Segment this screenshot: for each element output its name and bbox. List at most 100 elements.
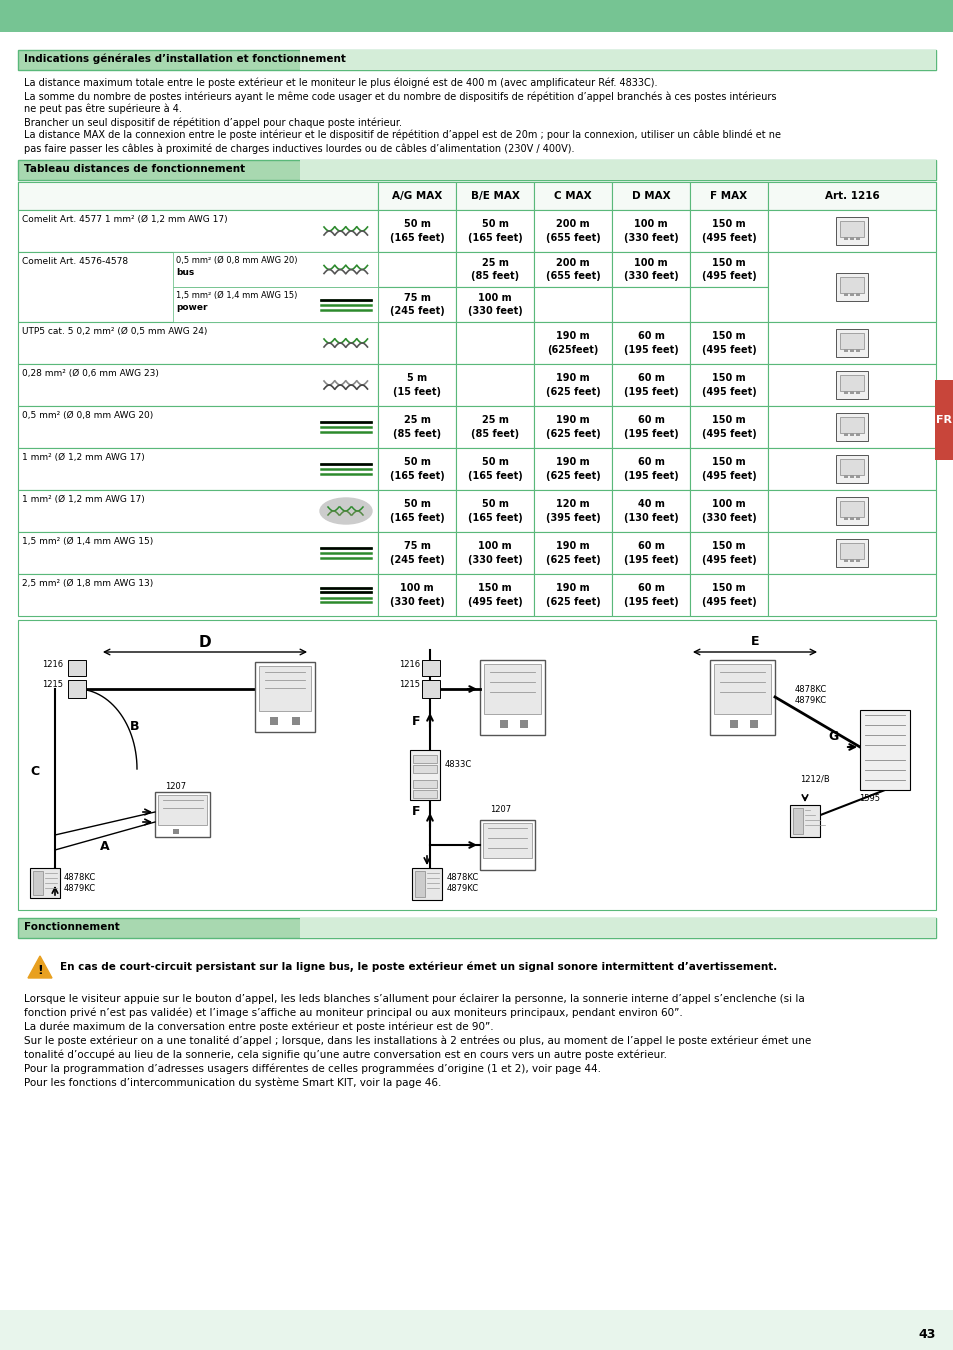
Text: 60 m
(195 feet): 60 m (195 feet) xyxy=(623,458,678,481)
Bar xyxy=(18,323,377,364)
Bar xyxy=(840,277,863,293)
Bar xyxy=(456,364,534,406)
Text: 120 m
(395 feet): 120 m (395 feet) xyxy=(545,500,599,522)
Bar xyxy=(534,406,612,448)
Text: 1595: 1595 xyxy=(859,794,880,803)
Bar xyxy=(835,371,867,400)
Bar xyxy=(33,871,43,895)
Bar xyxy=(534,252,612,288)
Bar xyxy=(729,720,738,728)
Bar xyxy=(612,182,689,211)
Text: Art. 1216: Art. 1216 xyxy=(823,190,879,201)
Bar xyxy=(855,238,859,240)
Bar xyxy=(855,293,859,296)
Text: 2,5 mm² (Ø 1,8 mm AWG 13): 2,5 mm² (Ø 1,8 mm AWG 13) xyxy=(22,579,153,589)
Text: 1 mm² (Ø 1,2 mm AWG 17): 1 mm² (Ø 1,2 mm AWG 17) xyxy=(22,454,145,462)
Bar xyxy=(767,323,935,364)
Bar xyxy=(767,574,935,616)
Text: Brancher un seul dispositif de répétition d’appel pour chaque poste intérieur.: Brancher un seul dispositif de répétitio… xyxy=(24,117,401,127)
Text: La distance MAX de la connexion entre le poste intérieur et le dispositif de rép: La distance MAX de la connexion entre le… xyxy=(24,130,781,140)
Bar xyxy=(18,574,377,616)
Text: 60 m
(195 feet): 60 m (195 feet) xyxy=(623,583,678,606)
Bar xyxy=(18,252,377,323)
Bar xyxy=(849,293,853,296)
Bar xyxy=(840,417,863,433)
Text: !: ! xyxy=(37,964,43,977)
Text: D: D xyxy=(198,634,212,649)
Text: 150 m
(495 feet): 150 m (495 feet) xyxy=(700,331,756,355)
Text: 190 m
(625 feet): 190 m (625 feet) xyxy=(545,541,599,564)
Text: 150 m
(495 feet): 150 m (495 feet) xyxy=(700,458,756,481)
Text: 150 m
(495 feet): 150 m (495 feet) xyxy=(700,416,756,439)
Text: 100 m
(330 feet): 100 m (330 feet) xyxy=(467,541,522,564)
Bar xyxy=(767,532,935,574)
Bar xyxy=(68,680,86,698)
Bar xyxy=(18,161,935,180)
Bar xyxy=(849,350,853,352)
Bar xyxy=(840,459,863,475)
Bar xyxy=(849,392,853,394)
Text: 40 m
(130 feet): 40 m (130 feet) xyxy=(623,500,678,522)
Bar xyxy=(412,868,441,900)
Text: power: power xyxy=(175,302,208,312)
Bar xyxy=(767,490,935,532)
Text: 190 m
(625feet): 190 m (625feet) xyxy=(547,331,598,355)
Bar xyxy=(612,323,689,364)
Bar xyxy=(792,809,802,834)
Text: Pour la programmation d’adresses usagers différentes de celles programmées d’ori: Pour la programmation d’adresses usagers… xyxy=(24,1064,600,1075)
Bar xyxy=(689,288,767,323)
Text: 25 m
(85 feet): 25 m (85 feet) xyxy=(393,416,440,439)
Text: 60 m
(195 feet): 60 m (195 feet) xyxy=(623,331,678,355)
Text: 0,5 mm² (Ø 0,8 mm AWG 20): 0,5 mm² (Ø 0,8 mm AWG 20) xyxy=(175,256,297,265)
Bar xyxy=(456,532,534,574)
Bar xyxy=(18,50,935,70)
Bar xyxy=(849,238,853,240)
Bar xyxy=(456,406,534,448)
Bar xyxy=(377,574,456,616)
Bar xyxy=(843,293,847,296)
Text: E: E xyxy=(750,634,759,648)
Text: 100 m
(330 feet): 100 m (330 feet) xyxy=(389,583,444,606)
Text: Pour les fonctions d’intercommunication du système Smart KIT, voir la page 46.: Pour les fonctions d’intercommunication … xyxy=(24,1079,441,1088)
Ellipse shape xyxy=(319,498,372,524)
Text: pas faire passer les câbles à proximité de charges inductives lourdes ou de câbl: pas faire passer les câbles à proximité … xyxy=(24,143,574,154)
Bar xyxy=(689,252,767,288)
Text: C MAX: C MAX xyxy=(554,190,591,201)
Text: 190 m
(625 feet): 190 m (625 feet) xyxy=(545,416,599,439)
Text: 1,5 mm² (Ø 1,4 mm AWG 15): 1,5 mm² (Ø 1,4 mm AWG 15) xyxy=(175,292,297,300)
Bar xyxy=(479,819,535,869)
Text: 200 m
(655 feet): 200 m (655 feet) xyxy=(545,220,599,243)
Bar xyxy=(612,490,689,532)
Bar xyxy=(0,0,953,32)
Bar xyxy=(299,50,935,70)
Text: 100 m
(330 feet): 100 m (330 feet) xyxy=(623,258,678,281)
Bar xyxy=(499,720,507,728)
Text: La distance maximum totale entre le poste extérieur et le moniteur le plus éloig: La distance maximum totale entre le post… xyxy=(24,78,657,89)
Bar xyxy=(767,364,935,406)
Bar xyxy=(713,664,770,714)
Text: En cas de court-circuit persistant sur la ligne bus, le poste extérieur émet un : En cas de court-circuit persistant sur l… xyxy=(60,961,777,972)
Text: 4879KC: 4879KC xyxy=(64,884,96,892)
Text: 150 m
(495 feet): 150 m (495 feet) xyxy=(700,220,756,243)
Text: 190 m
(625 feet): 190 m (625 feet) xyxy=(545,458,599,481)
Bar xyxy=(689,574,767,616)
Bar xyxy=(843,392,847,394)
Bar xyxy=(270,717,277,725)
Bar xyxy=(30,868,60,898)
Bar xyxy=(456,448,534,490)
Bar xyxy=(767,211,935,252)
Bar xyxy=(843,559,847,562)
Bar xyxy=(859,710,909,790)
Bar xyxy=(534,211,612,252)
Bar xyxy=(18,918,935,938)
Text: 1,5 mm² (Ø 1,4 mm AWG 15): 1,5 mm² (Ø 1,4 mm AWG 15) xyxy=(22,537,153,545)
Bar xyxy=(835,413,867,441)
Bar xyxy=(534,490,612,532)
Text: Tableau distances de fonctionnement: Tableau distances de fonctionnement xyxy=(24,163,245,174)
Bar xyxy=(767,406,935,448)
Text: 50 m
(165 feet): 50 m (165 feet) xyxy=(389,458,444,481)
Text: 25 m
(85 feet): 25 m (85 feet) xyxy=(471,416,518,439)
Bar xyxy=(934,379,953,460)
Text: fonction privé n’est pas validée) et l’image s’affiche au moniteur principal ou : fonction privé n’est pas validée) et l’i… xyxy=(24,1008,682,1018)
Bar xyxy=(413,780,436,788)
